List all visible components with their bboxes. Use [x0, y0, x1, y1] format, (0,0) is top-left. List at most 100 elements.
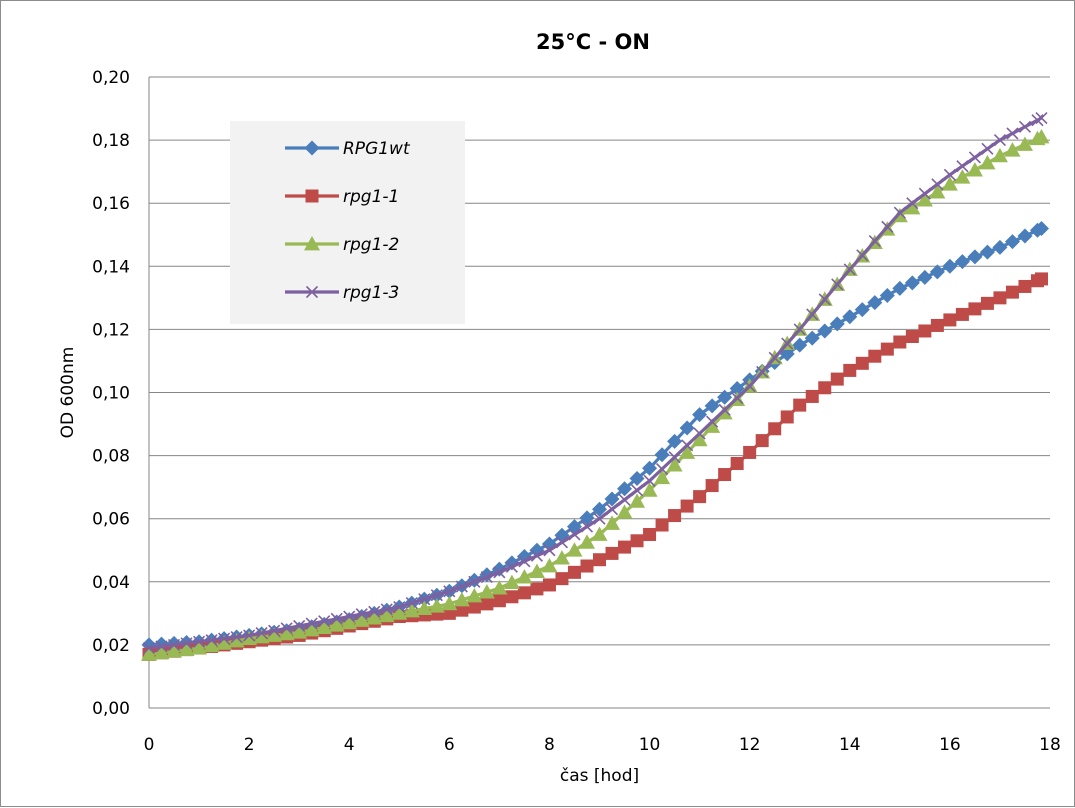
- data-point: [418, 593, 431, 606]
- data-point: [468, 575, 481, 588]
- data-point: [305, 617, 318, 630]
- data-point: [503, 574, 520, 589]
- data-point: [904, 199, 921, 215]
- data-point: [178, 641, 195, 657]
- data-point: [303, 621, 320, 637]
- data-point: [605, 503, 619, 516]
- data-point: [618, 540, 632, 554]
- data-point: [355, 608, 368, 621]
- data-point: [280, 622, 293, 635]
- legend-swatch-marker: [304, 140, 320, 156]
- data-point: [654, 447, 670, 463]
- legend-entry-rpg1-3: rpg1-3: [285, 283, 399, 303]
- y-tick-label: 0,16: [92, 194, 130, 214]
- data-point: [604, 491, 620, 507]
- y-tick-label: 0,04: [92, 573, 130, 593]
- data-point: [453, 591, 470, 607]
- data-point: [516, 569, 533, 584]
- data-point: [693, 427, 706, 440]
- data-point: [954, 169, 971, 184]
- data-point: [980, 296, 994, 310]
- data-point: [1016, 136, 1033, 151]
- data-point: [981, 142, 994, 155]
- y-tick-label: 0,06: [92, 510, 130, 530]
- data-point: [930, 318, 944, 332]
- data-point: [756, 365, 769, 379]
- data-point: [593, 553, 606, 567]
- data-point: [881, 220, 894, 233]
- data-point: [893, 206, 906, 219]
- data-point: [580, 559, 594, 573]
- data-point: [393, 600, 406, 614]
- data-point: [580, 520, 594, 533]
- data-point: [403, 602, 420, 618]
- data-point: [781, 337, 794, 350]
- data-point: [692, 407, 708, 423]
- data-point: [906, 197, 919, 210]
- data-point: [578, 534, 595, 549]
- data-point: [955, 307, 969, 321]
- legend-label: RPG1wt: [343, 139, 411, 159]
- legend-entry-rpg1-1: rpg1-1: [285, 187, 399, 207]
- data-point: [405, 597, 418, 610]
- data-point: [568, 528, 581, 541]
- x-tick-label: 16: [939, 735, 961, 755]
- data-point: [855, 356, 869, 370]
- data-point: [430, 589, 443, 602]
- data-point: [954, 254, 970, 270]
- legend-entry-rpg1-2: rpg1-2: [285, 235, 399, 255]
- data-point: [880, 342, 894, 356]
- data-point: [642, 460, 658, 476]
- data-point: [654, 469, 671, 485]
- data-point: [391, 605, 408, 620]
- legend-entry-RPG1wt: RPG1wt: [285, 139, 411, 159]
- data-point: [743, 445, 757, 459]
- data-point: [555, 572, 569, 586]
- data-point: [553, 550, 570, 565]
- data-point: [629, 493, 646, 508]
- legend-swatch-marker: [304, 236, 320, 251]
- data-point: [793, 323, 806, 336]
- data-point: [1017, 228, 1033, 244]
- data-point: [905, 329, 919, 343]
- series-rpg1-1: [142, 272, 1048, 661]
- data-point: [278, 625, 295, 641]
- x-tick-label: 14: [839, 735, 861, 755]
- data-point: [780, 410, 794, 424]
- data-point: [1034, 272, 1048, 286]
- data-point: [353, 612, 370, 627]
- data-point: [630, 484, 644, 497]
- data-point: [1033, 220, 1049, 236]
- data-point: [167, 638, 181, 651]
- data-point: [253, 629, 270, 644]
- data-point: [768, 422, 782, 436]
- data-point: [718, 468, 732, 482]
- data-point: [804, 330, 820, 346]
- y-tick-label: 0,02: [92, 636, 130, 656]
- legend: RPG1wt rpg1-1 rpg1-2 rpg1-3: [230, 121, 465, 324]
- data-point: [943, 168, 956, 181]
- data-point: [968, 302, 982, 316]
- y-tick-label: 0,00: [92, 699, 130, 719]
- data-point: [528, 563, 545, 578]
- y-tick-labels: 0,00 0,02 0,04 0,06 0,08 0,10 0,12 0,14 0,16 0,18…: [92, 68, 130, 719]
- y-axis-title: OD 600nm: [58, 347, 78, 439]
- data-point: [817, 323, 833, 339]
- data-point: [666, 457, 683, 472]
- data-point: [856, 249, 869, 262]
- data-point: [530, 582, 544, 596]
- data-point: [416, 600, 433, 616]
- data-point: [805, 389, 819, 403]
- data-point: [843, 263, 856, 276]
- data-point: [904, 275, 920, 291]
- legend-box: [230, 121, 465, 324]
- x-tick-label: 6: [444, 735, 455, 755]
- data-point: [617, 481, 633, 497]
- data-point: [268, 624, 281, 637]
- data-point: [618, 493, 631, 506]
- x-tick-label: 10: [639, 735, 661, 755]
- data-point: [966, 162, 983, 177]
- data-point: [1018, 120, 1032, 133]
- legend-label: rpg1-2: [343, 235, 399, 255]
